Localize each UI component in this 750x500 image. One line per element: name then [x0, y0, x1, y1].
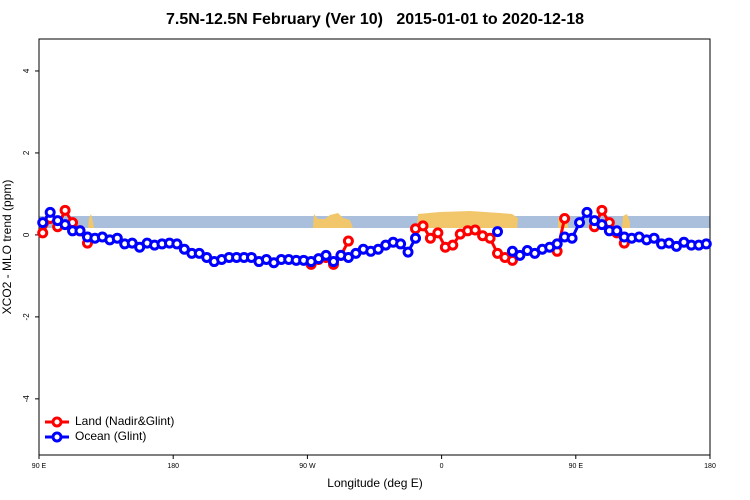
data-point [59, 204, 71, 216]
x-axis-label: Longitude (deg E) [327, 476, 422, 490]
land-patch [88, 214, 94, 228]
land-mask [39, 211, 710, 228]
data-point [596, 219, 608, 231]
x-tick-label: 90 E [32, 463, 47, 470]
legend-label: Land (Nadir&Glint) [75, 414, 174, 428]
data-point [566, 232, 578, 244]
data-point [342, 235, 354, 247]
land-patch [313, 213, 353, 228]
data-point [395, 238, 407, 250]
y-axis-label: XCO2 - MLO trend (ppm) [0, 180, 14, 315]
ocean-strip [39, 216, 710, 228]
data-point [171, 238, 183, 250]
data-point [447, 239, 459, 251]
land-patch [622, 214, 630, 228]
series [37, 206, 712, 269]
data-point [492, 226, 504, 238]
data-point [44, 206, 56, 218]
data-point [424, 232, 436, 244]
y-tick-label: 4 [22, 68, 31, 73]
data-point [402, 246, 414, 258]
y-tick-label: 0 [22, 232, 31, 237]
data-point [327, 256, 339, 268]
data-point [596, 204, 608, 216]
x-tick-label: 180 [704, 463, 716, 470]
x-tick-label: 90 W [299, 463, 316, 470]
data-point [514, 249, 526, 261]
data-point [111, 232, 123, 244]
chart-title: 7.5N-12.5N February (Ver 10) 2015-01-01 … [166, 11, 584, 28]
land-patch [417, 211, 518, 228]
x-tick-label: 180 [167, 463, 179, 470]
data-point [469, 224, 481, 236]
data-point [432, 227, 444, 239]
data-point [74, 225, 86, 237]
data-point [581, 206, 593, 218]
data-point [574, 217, 586, 229]
data-point [551, 238, 563, 250]
data-point [700, 238, 712, 250]
x-tick-label: 0 [440, 463, 444, 470]
data-point [417, 220, 429, 232]
legend-label: Ocean (Glint) [75, 429, 146, 443]
y-tick-label: -2 [22, 313, 31, 321]
data-point [320, 249, 332, 261]
x-tick-label: 90 E [569, 463, 584, 470]
data-point [648, 232, 660, 244]
data-point [410, 232, 422, 244]
y-tick-label: 2 [22, 150, 31, 155]
legend-marker [51, 416, 63, 428]
y-tick-label: -4 [22, 395, 31, 403]
data-point [611, 225, 623, 237]
data-point [37, 217, 49, 229]
data-point [484, 232, 496, 244]
legend: Land (Nadir&Glint)Ocean (Glint) [45, 414, 174, 443]
data-point [37, 227, 49, 239]
data-point [59, 219, 71, 231]
legend-marker [51, 431, 63, 443]
data-point [559, 213, 571, 225]
